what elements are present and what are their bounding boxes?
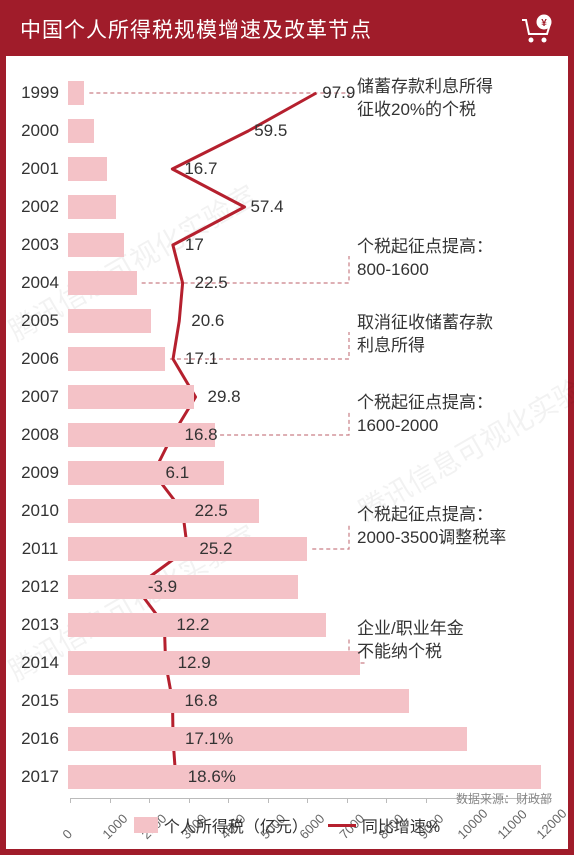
year-label: 2007 [12, 387, 68, 407]
annotation: 储蓄存款利息所得征收20%的个税 [357, 76, 567, 122]
year-label: 1999 [12, 83, 68, 103]
legend-line-label: 同比增速% [362, 813, 440, 837]
tax-bar [68, 689, 409, 713]
year-label: 2013 [12, 615, 68, 635]
tax-bar [68, 157, 107, 181]
bar-row: 2009 [12, 454, 562, 492]
year-label: 2004 [12, 273, 68, 293]
growth-label: 20.6 [191, 311, 224, 331]
legend-line: 同比增速% [328, 813, 440, 837]
year-label: 2009 [12, 463, 68, 483]
growth-label: 25.2 [199, 539, 232, 559]
growth-label: 18.6% [188, 767, 236, 787]
growth-label: -3.9 [148, 577, 177, 597]
legend-bar: 个人所得税（亿元） [134, 813, 308, 837]
data-source: 数据来源：财政部 [456, 790, 552, 807]
tax-bar [68, 765, 541, 789]
growth-label: 16.7 [184, 159, 217, 179]
cart-cny-icon: ¥ [520, 14, 554, 44]
tax-bar [68, 233, 124, 257]
svg-text:¥: ¥ [541, 18, 547, 29]
year-label: 2011 [12, 539, 68, 559]
bar-row: 2002 [12, 188, 562, 226]
year-label: 2010 [12, 501, 68, 521]
tax-bar [68, 537, 307, 561]
legend-bar-swatch [134, 817, 158, 833]
tax-bar [68, 727, 467, 751]
legend: 个人所得税（亿元） 同比增速% [6, 813, 568, 837]
growth-label: 29.8 [208, 387, 241, 407]
tax-bar [68, 119, 94, 143]
tax-bar [68, 271, 137, 295]
annotation: 个税起征点提高：2000-3500调整税率 [357, 504, 574, 550]
tax-bar [68, 385, 194, 409]
growth-label: 12.9 [178, 653, 211, 673]
title: 中国个人所得税规模增速及改革节点 [20, 14, 372, 44]
growth-label: 17 [185, 235, 204, 255]
year-label: 2005 [12, 311, 68, 331]
tax-bar [68, 499, 259, 523]
year-label: 2017 [12, 767, 68, 787]
growth-label: 97.9 [322, 83, 355, 103]
year-label: 2008 [12, 425, 68, 445]
growth-label: 16.8 [185, 425, 218, 445]
year-label: 2003 [12, 235, 68, 255]
legend-bar-label: 个人所得税（亿元） [164, 813, 308, 837]
frame: 中国个人所得税规模增速及改革节点 ¥ 腾讯信息可视化实验室 腾讯信息可视化实验室… [0, 0, 574, 855]
tax-bar [68, 195, 116, 219]
tax-bar [68, 309, 151, 333]
year-label: 2014 [12, 653, 68, 673]
annotation: 个税起征点提高：1600-2000 [357, 392, 567, 438]
growth-label: 59.5 [254, 121, 287, 141]
year-label: 2002 [12, 197, 68, 217]
tax-bar [68, 81, 84, 105]
annotation: 取消征收储蓄存款利息所得 [357, 312, 567, 358]
tax-bar [68, 461, 224, 485]
growth-label: 6.1 [166, 463, 190, 483]
annotation: 企业/职业年金不能纳个税 [357, 618, 567, 664]
year-label: 2016 [12, 729, 68, 749]
bar-row: 2016 [12, 720, 562, 758]
bar-row: 2012 [12, 568, 562, 606]
year-label: 2015 [12, 691, 68, 711]
growth-label: 17.1% [185, 729, 233, 749]
year-label: 2006 [12, 349, 68, 369]
growth-label: 22.5 [195, 273, 228, 293]
growth-label: 12.2 [176, 615, 209, 635]
year-label: 2001 [12, 159, 68, 179]
growth-label: 57.4 [250, 197, 283, 217]
bar-row: 2015 [12, 682, 562, 720]
bar-row: 2001 [12, 150, 562, 188]
annotation: 个税起征点提高：800-1600 [357, 236, 567, 282]
header: 中国个人所得税规模增速及改革节点 ¥ [6, 6, 568, 56]
tax-bar [68, 575, 298, 599]
growth-label: 16.8 [185, 691, 218, 711]
chart-area: 腾讯信息可视化实验室 腾讯信息可视化实验室 腾讯信息可视化实验室 1999200… [12, 62, 562, 797]
tax-bar [68, 651, 360, 675]
tax-bar [68, 347, 165, 371]
year-label: 2012 [12, 577, 68, 597]
growth-label: 17.1 [185, 349, 218, 369]
growth-label: 22.5 [195, 501, 228, 521]
legend-line-swatch [328, 824, 356, 827]
year-label: 2000 [12, 121, 68, 141]
